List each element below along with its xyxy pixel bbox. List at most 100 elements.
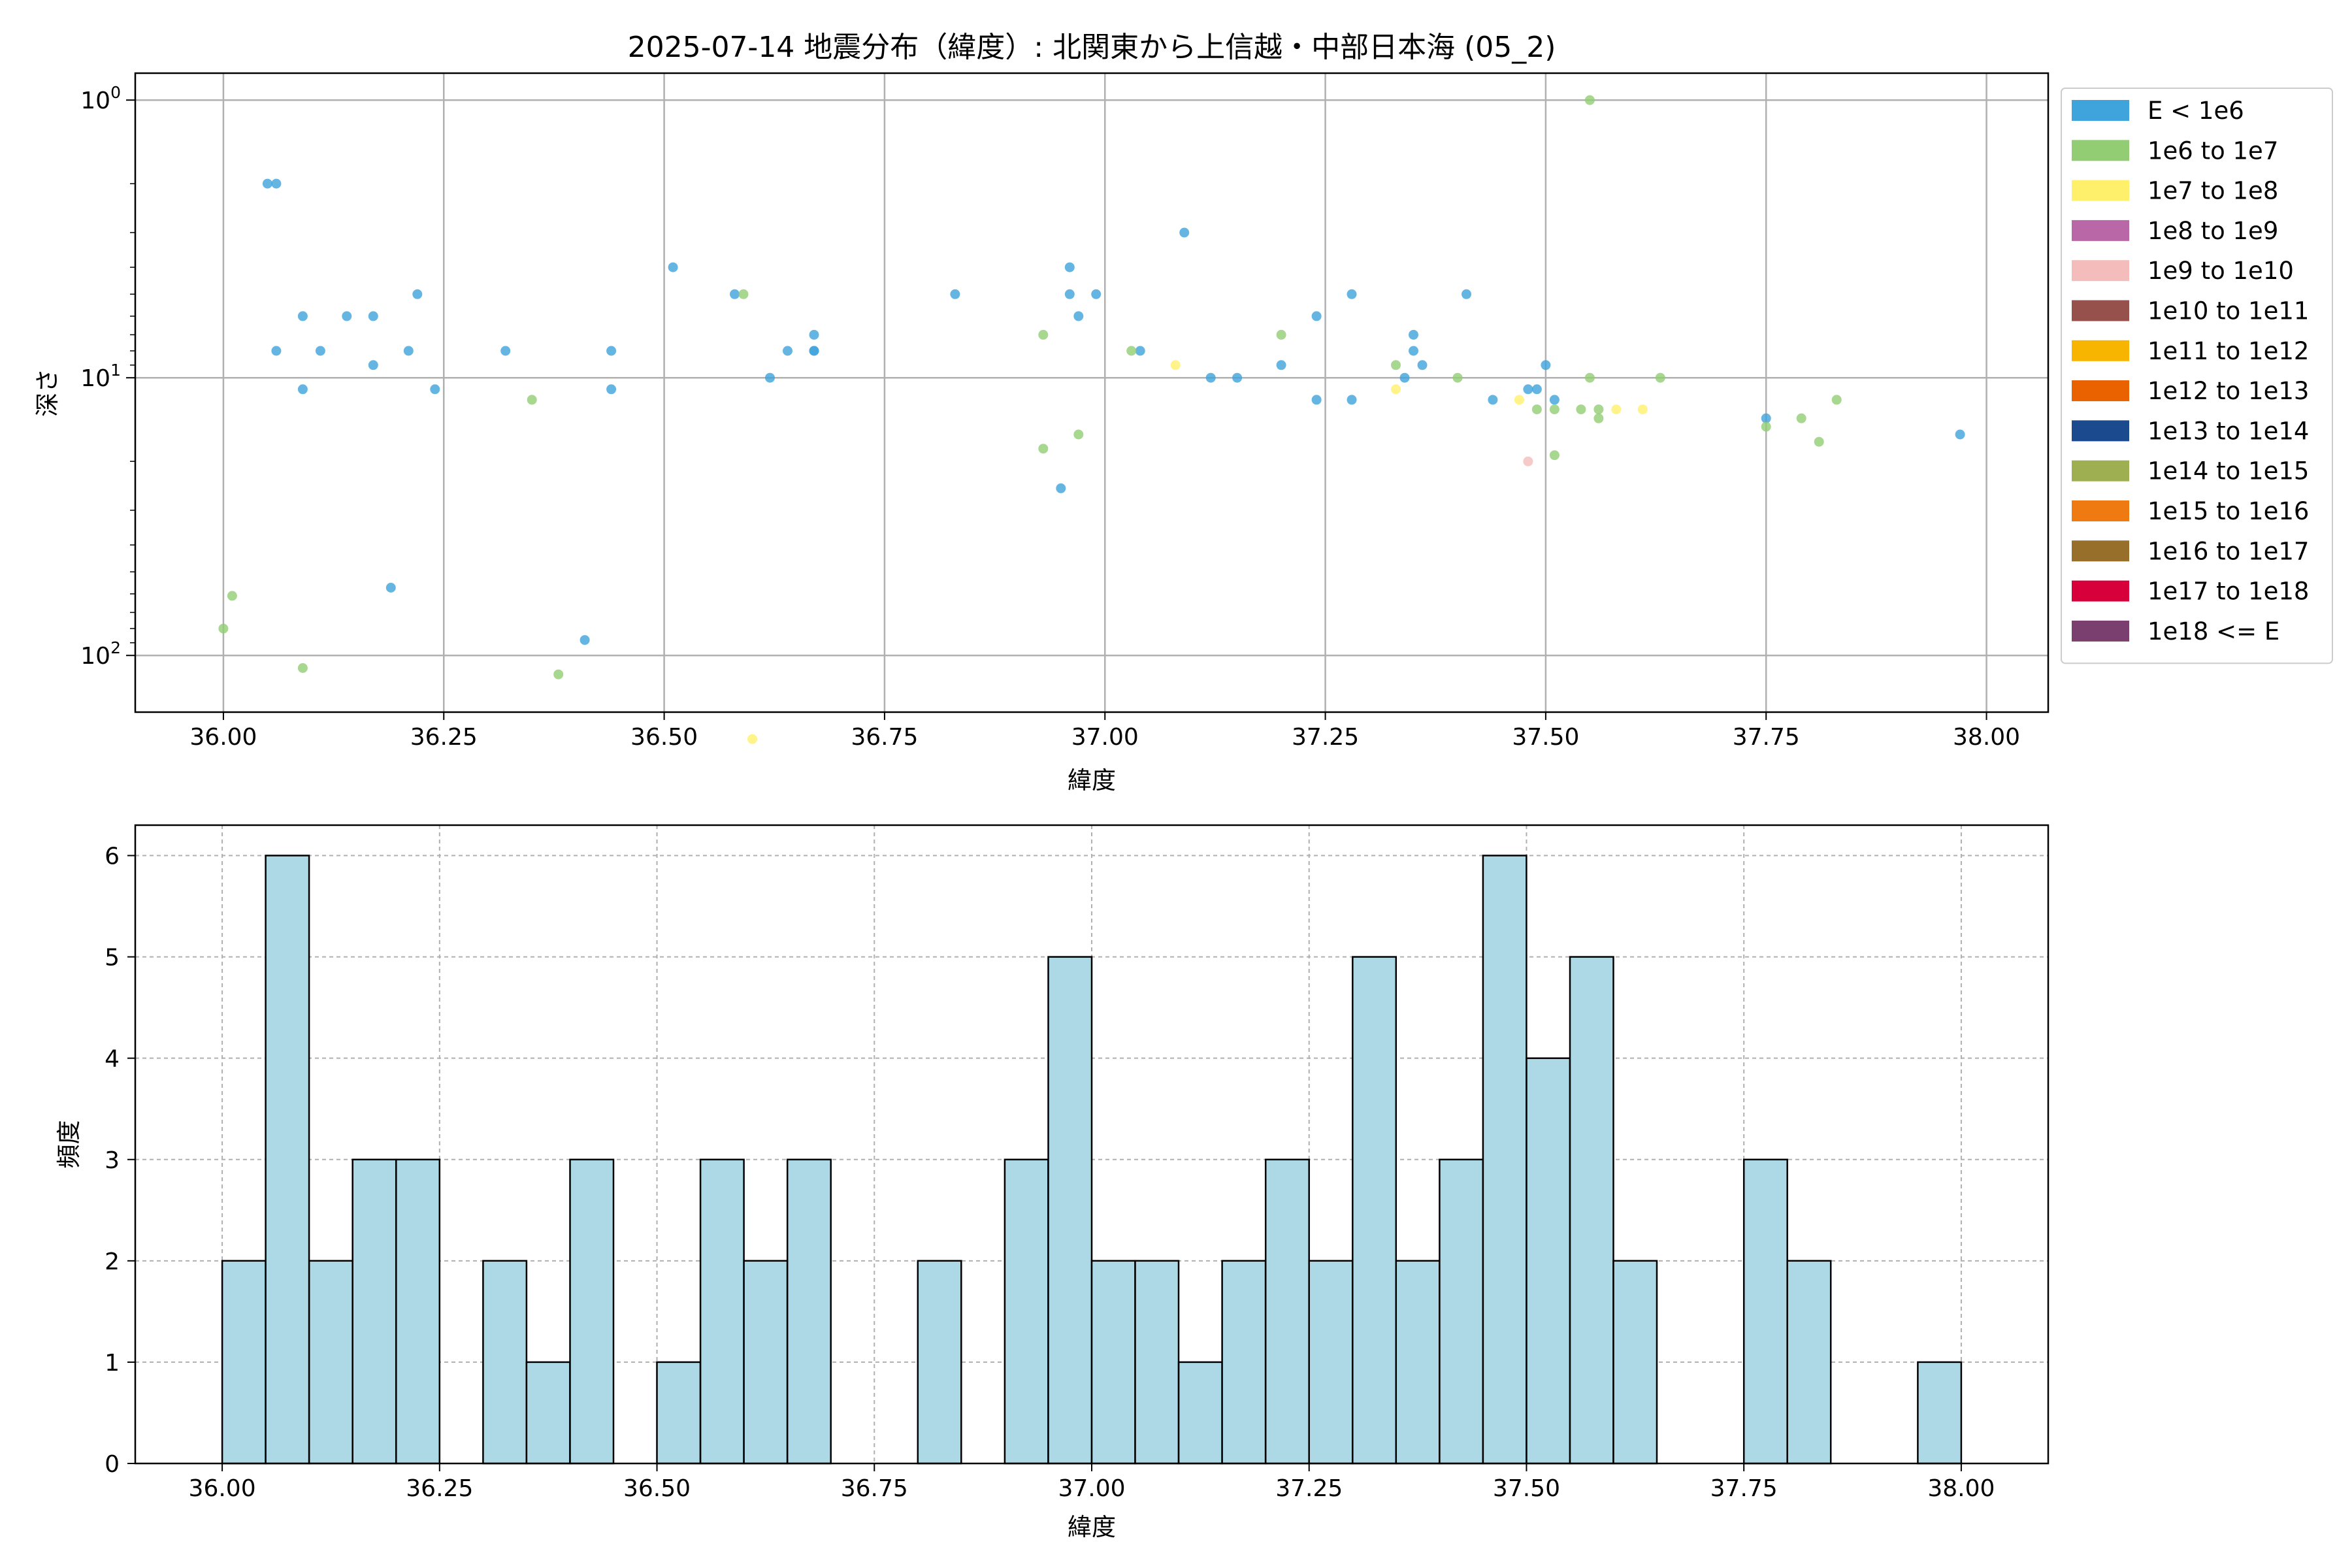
scatter-point: [1038, 444, 1049, 454]
scatter-point: [730, 289, 740, 299]
histogram-bar: [265, 855, 310, 1465]
legend-label: 1e16 to 1e17: [2148, 537, 2309, 565]
legend-swatch: [2072, 500, 2129, 521]
scatter-point: [1409, 346, 1418, 356]
legend-swatch: [2072, 140, 2129, 161]
scatter-point: [809, 346, 819, 356]
x-tick-label: 37.50: [1512, 724, 1579, 751]
scatter-point: [1126, 346, 1137, 356]
scatter-point: [1135, 346, 1145, 356]
scatter-point: [1038, 329, 1049, 340]
histogram-bar: [1264, 1158, 1310, 1465]
y-tick-mantissa: 10: [80, 643, 110, 670]
legend-swatch: [2072, 260, 2129, 282]
histogram-axes-frame: [134, 824, 2050, 1465]
scatter-point: [1523, 456, 1533, 466]
x-tick-label: 36.25: [406, 1475, 473, 1502]
scatter-point: [1205, 372, 1216, 383]
legend-label: 1e13 to 1e14: [2148, 417, 2309, 445]
legend-swatch: [2072, 580, 2129, 602]
y-axis-label: 深さ: [33, 368, 61, 417]
histogram-bar: [1004, 1158, 1049, 1465]
legend-swatch: [2072, 540, 2129, 562]
scatter-point: [297, 663, 308, 673]
histogram-bar: [1090, 1260, 1136, 1465]
x-tick-label: 37.75: [1733, 724, 1800, 751]
histogram-bar: [1439, 1158, 1484, 1465]
scatter-point: [1417, 360, 1428, 370]
histogram-bar: [786, 1158, 832, 1465]
legend-swatch: [2072, 180, 2129, 201]
scatter-point: [368, 360, 378, 370]
scatter-point: [809, 329, 819, 340]
x-tick-label: 36.25: [410, 724, 478, 751]
histogram-bar: [1742, 1158, 1788, 1465]
histogram-bar: [656, 1361, 702, 1465]
scatter-point: [385, 583, 396, 593]
histogram-bar: [1526, 1057, 1571, 1465]
scatter-point: [403, 346, 414, 356]
histogram-bar: [1786, 1260, 1832, 1465]
scatter-point: [297, 384, 308, 395]
y-tick-label: 3: [105, 1147, 120, 1174]
x-tick-label: 37.50: [1493, 1475, 1560, 1502]
scatter-point: [1584, 372, 1595, 383]
scatter-point: [553, 669, 564, 679]
scatter-point: [1091, 289, 1102, 299]
scatter-point: [1409, 329, 1418, 340]
scatter-point: [1056, 483, 1066, 493]
scatter-point: [1347, 289, 1357, 299]
scatter-point: [1232, 372, 1243, 383]
y-tick-label: 2: [105, 1249, 120, 1275]
scatter-point: [342, 311, 352, 321]
scatter-point: [262, 178, 272, 189]
scatter-point: [218, 623, 229, 634]
scatter-point: [1531, 404, 1542, 415]
scatter-point: [1955, 429, 1965, 440]
scatter-point: [1796, 413, 1806, 423]
histogram-bar: [1308, 1260, 1354, 1465]
histogram-bar: [1221, 1260, 1267, 1465]
histogram-bar: [1352, 956, 1397, 1465]
scatter-point: [1584, 95, 1595, 105]
x-axis-label: 緯度: [1068, 766, 1116, 794]
y-tick-mantissa: 10: [80, 88, 110, 114]
scatter-point: [271, 178, 282, 189]
scatter-point: [606, 346, 617, 356]
scatter-point: [1761, 421, 1771, 432]
scatter-point: [315, 346, 325, 356]
scatter-point: [1593, 413, 1604, 423]
scatter-point: [1541, 360, 1551, 370]
scatter-point: [297, 311, 308, 321]
histogram-bar: [1569, 956, 1614, 1465]
scatter-point: [412, 289, 423, 299]
histogram-panel: 36.00 36.25 36.50 36.75 37.00 37.25 37.50 37.75…: [55, 824, 2050, 1541]
legend-label: 1e17 to 1e18: [2148, 578, 2309, 606]
histogram-bar: [743, 1260, 789, 1465]
legend-label: 1e7 to 1e8: [2148, 177, 2278, 205]
scatter-point: [368, 311, 378, 321]
legend-label: 1e11 to 1e12: [2148, 337, 2309, 365]
y-tick-label: 6: [105, 843, 120, 870]
x-tick-label: 37.00: [1058, 1475, 1125, 1502]
scatter-point: [1523, 384, 1533, 395]
y-tick-label: 4: [105, 1046, 120, 1073]
scatter-point: [1391, 384, 1401, 395]
scatter-point: [527, 395, 537, 405]
scatter-point: [430, 384, 440, 395]
legend-swatch: [2072, 220, 2129, 241]
x-tick-label: 38.00: [1953, 724, 2020, 751]
histogram-bar: [1134, 1260, 1180, 1465]
legend-label: 1e8 to 1e9: [2148, 217, 2278, 245]
scatter-point: [1311, 395, 1322, 405]
x-tick-label: 36.75: [841, 1475, 908, 1502]
x-tick-label: 36.75: [851, 724, 918, 751]
scatter-point: [1593, 404, 1604, 415]
scatter-point: [1531, 384, 1542, 395]
scatter-point: [1399, 372, 1410, 383]
legend-label: 1e6 to 1e7: [2148, 137, 2278, 165]
scatter-point: [606, 384, 617, 395]
scatter-point: [580, 635, 590, 645]
scatter-point: [1549, 395, 1560, 405]
y-tick-exponent: 1: [110, 361, 121, 380]
